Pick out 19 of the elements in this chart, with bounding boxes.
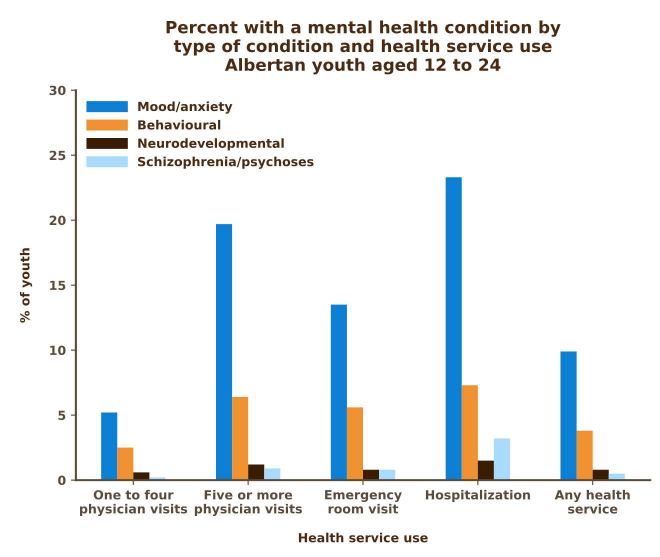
x-axis-title: Health service use (298, 532, 428, 542)
x-tick-label: Any health service (554, 490, 630, 514)
legend-label: Neurodevelopmental (138, 138, 284, 150)
y-tick-label: 25 (50, 150, 66, 160)
x-tick-label: One to four physician visits (80, 490, 188, 516)
chart-title: Percent with a mental health condition by type of condition and health service use Albertan youth aged 12 to 24 (166, 20, 561, 74)
y-tick-label: 0 (58, 476, 66, 486)
y-tick-label: 5 (58, 410, 66, 420)
legend-label: Mood/anxiety (138, 101, 232, 114)
legend-label: Schizophrenia/psychoses (138, 156, 314, 169)
x-tick-label: Hospitalization (426, 490, 530, 502)
y-tick-label: 10 (50, 346, 66, 356)
y-axis-title: % of youth (20, 248, 32, 323)
x-tick-label: Emergency room visit (325, 490, 402, 514)
y-tick-label: 15 (50, 280, 66, 290)
y-tick-label: 30 (50, 86, 66, 96)
x-tick-label: Five or more physician visits (194, 490, 302, 516)
y-tick-label: 20 (50, 216, 66, 226)
legend-label: Behavioural (138, 120, 220, 130)
